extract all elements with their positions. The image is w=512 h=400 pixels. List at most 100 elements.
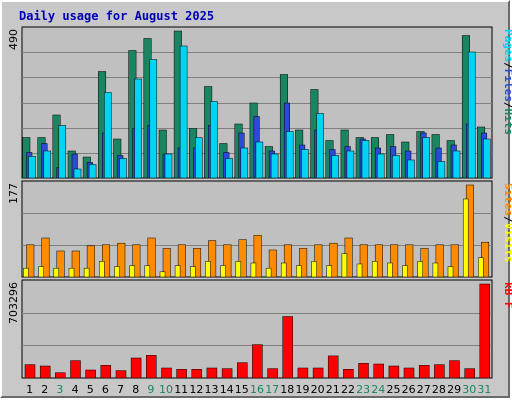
day-label-18: 18 [280,383,294,396]
bar-visits-day-4 [71,250,80,278]
legend-kb-f: kB F [502,282,512,309]
bar-kb-f-day-3 [55,372,66,379]
bar-kb-f-day-5 [85,369,96,379]
bar-visits-day-25 [390,244,399,278]
day-label-25: 25 [387,383,401,396]
bar-sites-day-1 [23,267,29,278]
bar-kb-f-day-25 [388,365,400,379]
legend-pages: Pages [502,29,512,62]
day-label-26: 26 [402,383,416,396]
bar-visits-day-14 [223,244,232,278]
series-legend-kbytes: kB F [502,282,512,309]
day-label-29: 29 [447,383,461,396]
bar-sites-day-19 [296,265,302,278]
bar-visits-day-10 [162,248,171,278]
bar-sites-day-16 [250,262,257,278]
bar-kb-f-day-19 [297,367,309,379]
bar-kb-f-day-8 [130,357,142,379]
day-label-27: 27 [417,383,431,396]
bar-visits-day-19 [299,248,308,278]
bar-sites-day-7 [114,266,120,278]
bar-visits-day-8 [132,244,141,278]
bar-pages-day-9 [149,59,158,179]
bar-pages-day-26 [407,159,415,179]
bar-sites-day-25 [387,262,393,278]
series-legend-sites-visits: Sites/Visits [502,183,512,263]
day-label-15: 15 [235,383,249,396]
bar-kb-f-day-7 [115,370,127,379]
bar-sites-day-22 [341,253,348,278]
bar-visits-day-15 [238,239,247,278]
bar-pages-day-15 [240,147,249,179]
bar-sites-day-30 [462,198,469,278]
bar-sites-day-14 [220,265,226,278]
bar-kb-f-day-17 [267,368,278,379]
bar-pages-day-14 [225,158,233,179]
day-label-30: 30 [462,383,476,396]
bar-visits-day-5 [86,245,95,278]
legend-files: Files [502,69,512,102]
bar-sites-day-21 [326,265,332,278]
day-label-12: 12 [189,383,203,396]
bar-pages-day-20 [316,113,324,179]
bar-sites-day-3 [53,267,60,278]
bar-pages-day-24 [376,153,385,179]
bar-visits-day-1 [26,244,35,278]
day-label-10: 10 [159,383,173,396]
day-label-20: 20 [311,383,325,396]
bar-pages-day-25 [392,155,400,179]
bar-pages-day-13 [210,101,218,179]
bar-sites-day-18 [280,262,287,278]
legend-hits: Hits [502,109,512,136]
bar-pages-day-28 [437,161,446,179]
bar-sites-day-4 [68,267,75,278]
day-label-24: 24 [371,383,385,396]
bar-visits-day-2 [41,237,50,278]
bar-pages-day-8 [134,78,142,179]
bar-kb-f-day-22 [343,369,354,379]
bar-pages-day-19 [301,149,309,179]
bar-visits-day-9 [147,237,156,278]
bar-pages-day-23 [361,140,370,179]
bar-sites-day-12 [190,266,196,278]
bar-pages-day-12 [195,137,203,179]
bar-sites-day-28 [432,262,439,278]
day-label-31: 31 [477,383,491,396]
day-label-1: 1 [26,383,33,396]
bar-kb-f-day-9 [146,355,157,379]
bar-pages-day-21 [331,155,339,179]
bar-sites-day-8 [129,265,135,278]
bar-visits-day-6 [102,244,111,278]
bar-pages-day-1 [28,156,36,179]
bar-visits-day-13 [208,240,217,278]
day-label-22: 22 [341,383,355,396]
day-label-11: 11 [174,383,188,396]
day-label-28: 28 [432,383,446,396]
bar-pages-day-17 [270,153,279,179]
bar-visits-day-23 [359,244,368,278]
bar-kb-f-day-12 [191,369,203,379]
bar-visits-day-29 [450,244,459,278]
bar-sites-day-9 [144,265,151,278]
bar-sites-day-31 [478,257,484,278]
day-label-21: 21 [326,383,340,396]
bar-kb-f-day-26 [403,367,415,379]
bar-visits-day-18 [283,244,292,278]
bar-sites-day-23 [356,263,363,278]
bar-kb-f-day-21 [327,355,339,379]
bar-pages-day-27 [422,137,430,179]
day-label-9: 9 [147,383,154,396]
bar-visits-day-11 [177,244,186,278]
bar-kb-f-day-31 [479,283,491,379]
bar-pages-day-6 [104,92,112,179]
bar-visits-day-24 [374,244,383,278]
day-label-2: 2 [41,383,48,396]
bar-pages-day-2 [43,150,51,179]
bar-kb-f-day-15 [237,362,248,379]
bar-kb-f-day-27 [418,365,430,379]
day-label-17: 17 [265,383,279,396]
bar-kb-f-day-23 [358,363,369,379]
bar-pages-day-30 [467,51,476,179]
bar-pages-day-3 [58,125,67,179]
